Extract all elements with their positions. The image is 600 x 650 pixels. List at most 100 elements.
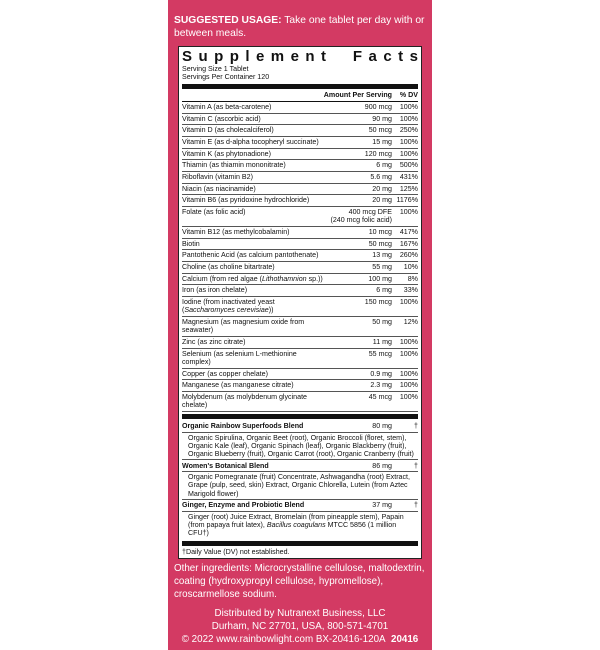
nutrient-dv: 10% xyxy=(403,263,418,272)
nutrient-name: Magnesium (as magnesium oxide from seawa… xyxy=(182,318,305,335)
blend-item: Women's Botanical Blend 86 mg † Organic Pom… xyxy=(182,460,418,500)
nutrient-row: Iron (as iron chelate) 6 mg 33% xyxy=(182,285,418,297)
nutrient-name: Choline (as choline bitartrate) xyxy=(182,263,275,272)
blend-amount: 80 mg xyxy=(372,422,392,431)
nutrient-dv: 100% xyxy=(399,114,418,123)
nutrient-dv: 100% xyxy=(399,298,418,307)
blend-name: Women's Botanical Blend xyxy=(182,461,269,470)
nutrient-dv: 100% xyxy=(399,369,418,378)
nutrient-row: Magnesium (as magnesium oxide from seawa… xyxy=(182,317,418,337)
title-letter: p xyxy=(229,48,239,65)
footnote: †Daily Value (DV) not established. xyxy=(182,547,290,556)
other-ingredients: Other ingredients: Microcrystalline cell… xyxy=(174,562,425,600)
distributor-line: Distributed by Nutranext Business, LLC xyxy=(214,607,386,619)
servings-per-container: Servings Per Container 120 xyxy=(182,73,270,82)
suggested-usage: SUGGESTED USAGE: Take one tablet per day… xyxy=(174,15,426,40)
nutrient-amount: 20 mg xyxy=(372,196,392,205)
nutrient-amount: 900 mcg xyxy=(364,103,392,112)
label-panel: SUGGESTED USAGE: Take one tablet per day… xyxy=(168,0,432,650)
nutrient-row: Calcium (from red algae (Lithothamnion s… xyxy=(182,274,418,286)
nutrient-amount: 50 mcg xyxy=(368,239,392,248)
title-letter: m xyxy=(270,48,285,65)
nutrient-name: Biotin xyxy=(182,239,200,248)
nutrient-amount: 50 mg xyxy=(372,318,392,327)
nutrient-dv: 100% xyxy=(399,393,418,402)
nutrient-row: Folate (as folic acid) 400 mcg DFE (240 mc… xyxy=(182,207,418,227)
nutrient-dv: 33% xyxy=(403,286,418,295)
nutrient-amount: 150 mcg xyxy=(364,298,392,307)
nutrient-name: Zinc (as zinc citrate) xyxy=(182,338,246,347)
nutrient-name: Iodine (from inactivated yeast (Saccharo… xyxy=(182,298,275,315)
title-space xyxy=(332,49,346,65)
nutrient-name: Iron (as iron chelate) xyxy=(182,286,248,295)
nutrient-amount: 45 mcg xyxy=(368,393,392,402)
nutrient-row: Zinc (as zinc citrate) 11 mg 100% xyxy=(182,337,418,349)
title-letter: t xyxy=(320,48,326,65)
blend-header: Organic Rainbow Superfoods Blend 80 mg † xyxy=(182,421,418,433)
nutrient-amount: 100 mg xyxy=(368,274,392,283)
nutrient-dv: 260% xyxy=(399,251,418,260)
nutrient-name: Copper (as copper chelate) xyxy=(182,369,268,378)
nutrient-row: Iodine (from inactivated yeast (Saccharo… xyxy=(182,297,418,317)
distributor-info: Distributed by Nutranext Business, LLC D… xyxy=(174,607,426,646)
nutrient-name: Vitamin B12 (as methylcobalamin) xyxy=(182,228,290,237)
nutrient-row: Vitamin B12 (as methylcobalamin) 10 mcg 41… xyxy=(182,227,418,239)
serving-size: Serving Size 1 Tablet xyxy=(182,65,249,73)
nutrient-dv: 500% xyxy=(399,161,418,170)
divider xyxy=(182,540,418,546)
blend-ingredients: Ginger (root) Juice Extract, Bromelain (… xyxy=(188,512,404,538)
nutrient-name: Niacin (as niacinamide) xyxy=(182,184,256,193)
nutrient-dv: 1176% xyxy=(396,196,418,205)
nutrient-name: Pantothenic Acid (as calcium pantothenat… xyxy=(182,251,319,260)
nutrient-dv: 8% xyxy=(407,274,418,283)
nutrient-amount: 120 mcg xyxy=(364,149,392,158)
nutrient-dv: 100% xyxy=(399,208,418,217)
nutrient-name: Vitamin A (as beta-carotene) xyxy=(182,103,272,112)
nutrient-name: Molybdenum (as molybdenum glycinate chel… xyxy=(182,393,307,410)
nutrient-row: Thiamin (as thiamin mononitrate) 6 mg 500% xyxy=(182,160,418,172)
product-code: 20416 xyxy=(391,633,419,645)
nutrient-row: Pantothenic Acid (as calcium pantothenat… xyxy=(182,250,418,262)
nutrient-amount: 5.6 mg xyxy=(370,173,392,182)
title-letter: S xyxy=(182,48,193,65)
title-letter: p xyxy=(214,48,224,65)
blend-name: Ginger, Enzyme and Probiotic Blend xyxy=(182,501,305,510)
blend-dv: † xyxy=(414,501,418,510)
nutrient-amount: 10 mcg xyxy=(368,228,392,237)
copyright-text: © 2022 www.rainbowlight.com BX-20416-120… xyxy=(181,633,386,645)
copyright-line: © 2022 www.rainbowlight.com BX-20416-120… xyxy=(174,633,426,646)
divider xyxy=(182,413,418,419)
blend-item: Ginger, Enzyme and Probiotic Blend 37 mg †… xyxy=(182,500,418,539)
nutrient-name: Vitamin D (as cholecalciferol) xyxy=(182,126,274,135)
nutrient-row: Manganese (as manganese citrate) 2.3 mg 10… xyxy=(182,380,418,392)
address-line: Durham, NC 27701, USA, 800-571-4701 xyxy=(211,620,389,632)
nutrient-amount: 15 mg xyxy=(372,138,392,147)
nutrient-rows: Vitamin A (as beta-carotene) 900 mcg 100% V… xyxy=(182,102,418,412)
nutrient-dv: 100% xyxy=(399,138,418,147)
nutrient-name: Selenium (as selenium L-methionine compl… xyxy=(182,349,297,367)
nutrient-row: Biotin 50 mcg 167% xyxy=(182,239,418,251)
nutrient-amount: 6 mg xyxy=(376,161,392,170)
usage-text: Take one tablet per day with or between … xyxy=(174,15,425,39)
title-letter: c xyxy=(383,48,392,65)
nutrient-row: Vitamin E (as d-alpha tocopheryl succina… xyxy=(182,137,418,149)
blend-header: Women's Botanical Blend 86 mg † xyxy=(182,460,418,473)
title-letter: u xyxy=(198,48,208,65)
nutrient-dv: 100% xyxy=(399,381,418,390)
nutrient-name: Riboflavin (vitamin B2) xyxy=(182,173,253,182)
nutrient-row: Vitamin K (as phytonadione) 120 mcg 100% xyxy=(182,149,418,161)
nutrient-amount: 20 mg xyxy=(372,184,392,193)
nutrient-dv: 250% xyxy=(399,126,418,135)
blend-amount: 86 mg xyxy=(372,461,392,470)
nutrient-row: Copper (as copper chelate) 0.9 mg 100% xyxy=(182,369,418,381)
blend-ingredients: Organic Spirulina, Organic Beet (root), … xyxy=(188,433,414,459)
nutrient-amount: 6 mg xyxy=(376,286,392,295)
title-letter: l xyxy=(245,48,250,65)
nutrient-amount: 55 mg xyxy=(372,263,392,272)
nutrient-dv: 100% xyxy=(399,349,418,358)
nutrient-amount: 2.3 mg xyxy=(370,381,392,390)
title-letter: t xyxy=(398,48,404,65)
nutrient-name: Manganese (as manganese citrate) xyxy=(182,381,294,390)
nutrient-name: Thiamin (as thiamin mononitrate) xyxy=(182,161,286,170)
